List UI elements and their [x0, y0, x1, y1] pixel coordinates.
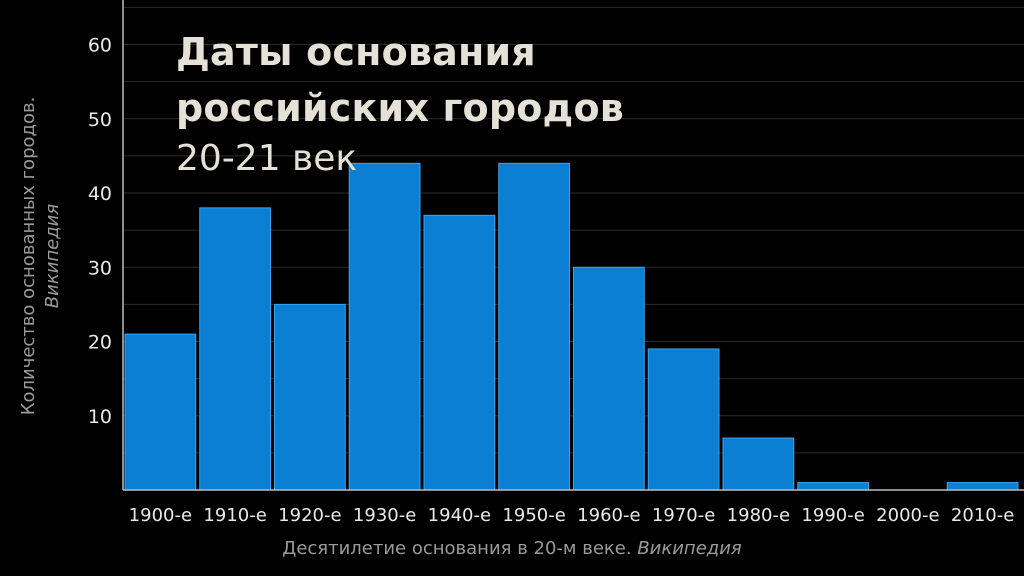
- x-tick-label: 2010-е: [951, 505, 1014, 526]
- bar-1960-е: [573, 266, 645, 491]
- y-tick-label: 30: [88, 257, 112, 279]
- axes: [122, 0, 1024, 491]
- y-tick-label: 50: [88, 109, 112, 131]
- y-tick-label: 40: [88, 183, 112, 205]
- y-tick-label: 20: [88, 332, 112, 354]
- y-tick-label: 60: [88, 35, 112, 57]
- y-tick-label: 10: [88, 406, 112, 428]
- x-tick-label: 1950-е: [502, 505, 565, 526]
- x-tick-label: 1980-е: [727, 505, 790, 526]
- x-tick-label: 1900-е: [129, 505, 192, 526]
- y-axis-label-text: Количество основанных городов.: [18, 97, 39, 416]
- bar-1980-е: [722, 437, 795, 491]
- x-tick-label: 1920-е: [278, 505, 341, 526]
- bar-1920-е: [274, 303, 346, 491]
- bar-1930-е: [348, 162, 421, 491]
- tick-labels: 10 20 30 40 50 60 1900-е 1910-е 1920-е 1930-е 1940…: [88, 35, 1015, 526]
- x-tick-label: 1960-е: [577, 505, 640, 526]
- bar-1940-е: [423, 214, 496, 491]
- x-axis-label: Десятилетие основания в 20-м веке. Викип…: [282, 538, 742, 559]
- bar-1950-е: [498, 162, 570, 491]
- bar-2010-е: [946, 482, 1019, 491]
- x-tick-label: 1910-е: [203, 505, 266, 526]
- bars: [124, 162, 1019, 491]
- bar-1910-е: [199, 207, 271, 491]
- x-tick-label: 1970-е: [652, 505, 715, 526]
- x-tick-label: 2000-е: [876, 505, 939, 526]
- x-tick-label: 1990-е: [801, 505, 864, 526]
- bar-1970-е: [647, 348, 720, 491]
- x-tick-label: 1930-е: [353, 505, 416, 526]
- y-axis-label: Количество основанных городов. Википедия: [18, 97, 63, 416]
- x-tick-label: 1940-е: [428, 505, 491, 526]
- bar-1990-е: [797, 482, 869, 491]
- x-axis-label-source: Википедия: [637, 538, 742, 559]
- y-axis-label-source: Википедия: [42, 204, 63, 309]
- x-axis-label-text: Десятилетие основания в 20-м веке.: [282, 538, 637, 559]
- bar-1900-е: [124, 333, 197, 491]
